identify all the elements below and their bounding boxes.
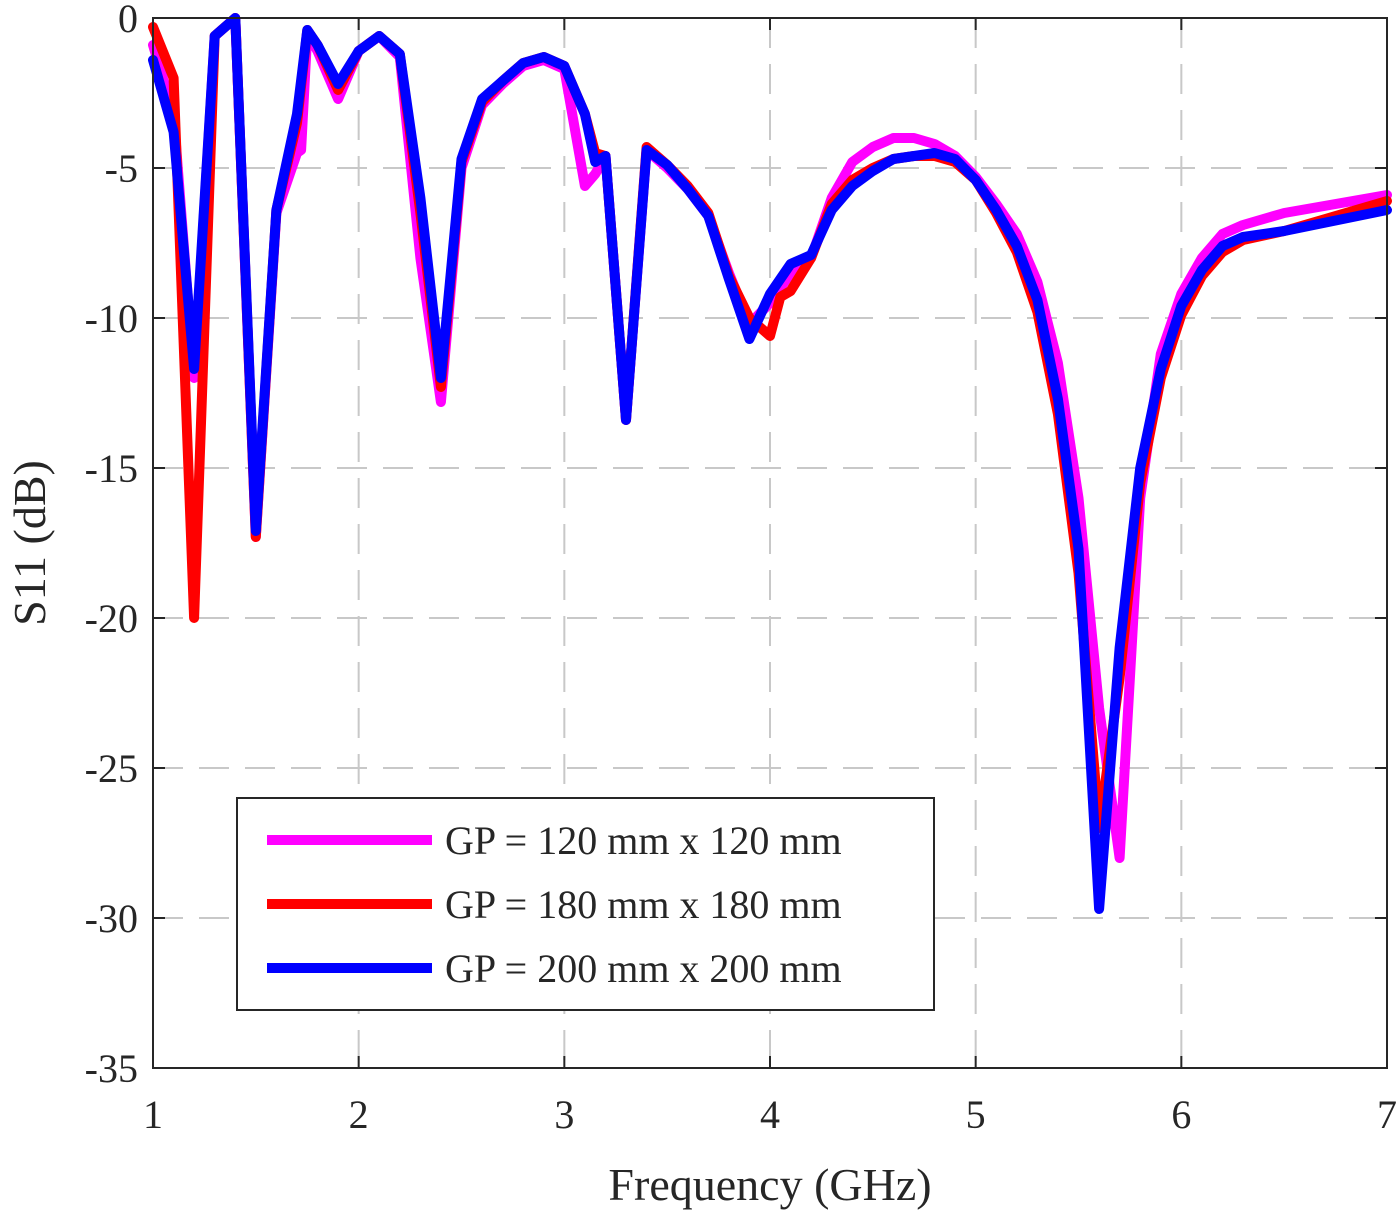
y-tick-label: -35: [85, 1046, 138, 1091]
x-axis-label: Frequency (GHz): [608, 1159, 931, 1210]
x-tick-label: 2: [349, 1092, 369, 1137]
x-tick-label: 5: [966, 1092, 986, 1137]
x-tick-label: 3: [554, 1092, 574, 1137]
y-axis-label: S11 (dB): [4, 460, 55, 626]
y-tick-label: -15: [85, 446, 138, 491]
x-tick-label: 4: [760, 1092, 780, 1137]
y-tick-label: 0: [118, 0, 138, 41]
legend-label-3: GP = 200 mm x 200 mm: [445, 946, 842, 991]
y-tick-label: -20: [85, 596, 138, 641]
x-tick-label: 6: [1171, 1092, 1191, 1137]
y-tick-label: -5: [105, 146, 138, 191]
x-tick-label: 1: [143, 1092, 163, 1137]
legend-label-2: GP = 180 mm x 180 mm: [445, 882, 842, 927]
legend: GP = 120 mm x 120 mm GP = 180 mm x 180 mm…: [236, 797, 935, 1011]
y-tick-label: -30: [85, 896, 138, 941]
series-line-3: [148, 13, 1392, 914]
series-lines: [148, 13, 1392, 914]
legend-label-1: GP = 120 mm x 120 mm: [445, 818, 842, 863]
axis-ticks: 1 2 3 4 5 6 7 0 -5 -10 -15 -20 -25 -30 -35: [85, 0, 1397, 1137]
y-tick-label: -25: [85, 746, 138, 791]
y-tick-label: -10: [85, 296, 138, 341]
x-tick-label: 7: [1377, 1092, 1397, 1137]
